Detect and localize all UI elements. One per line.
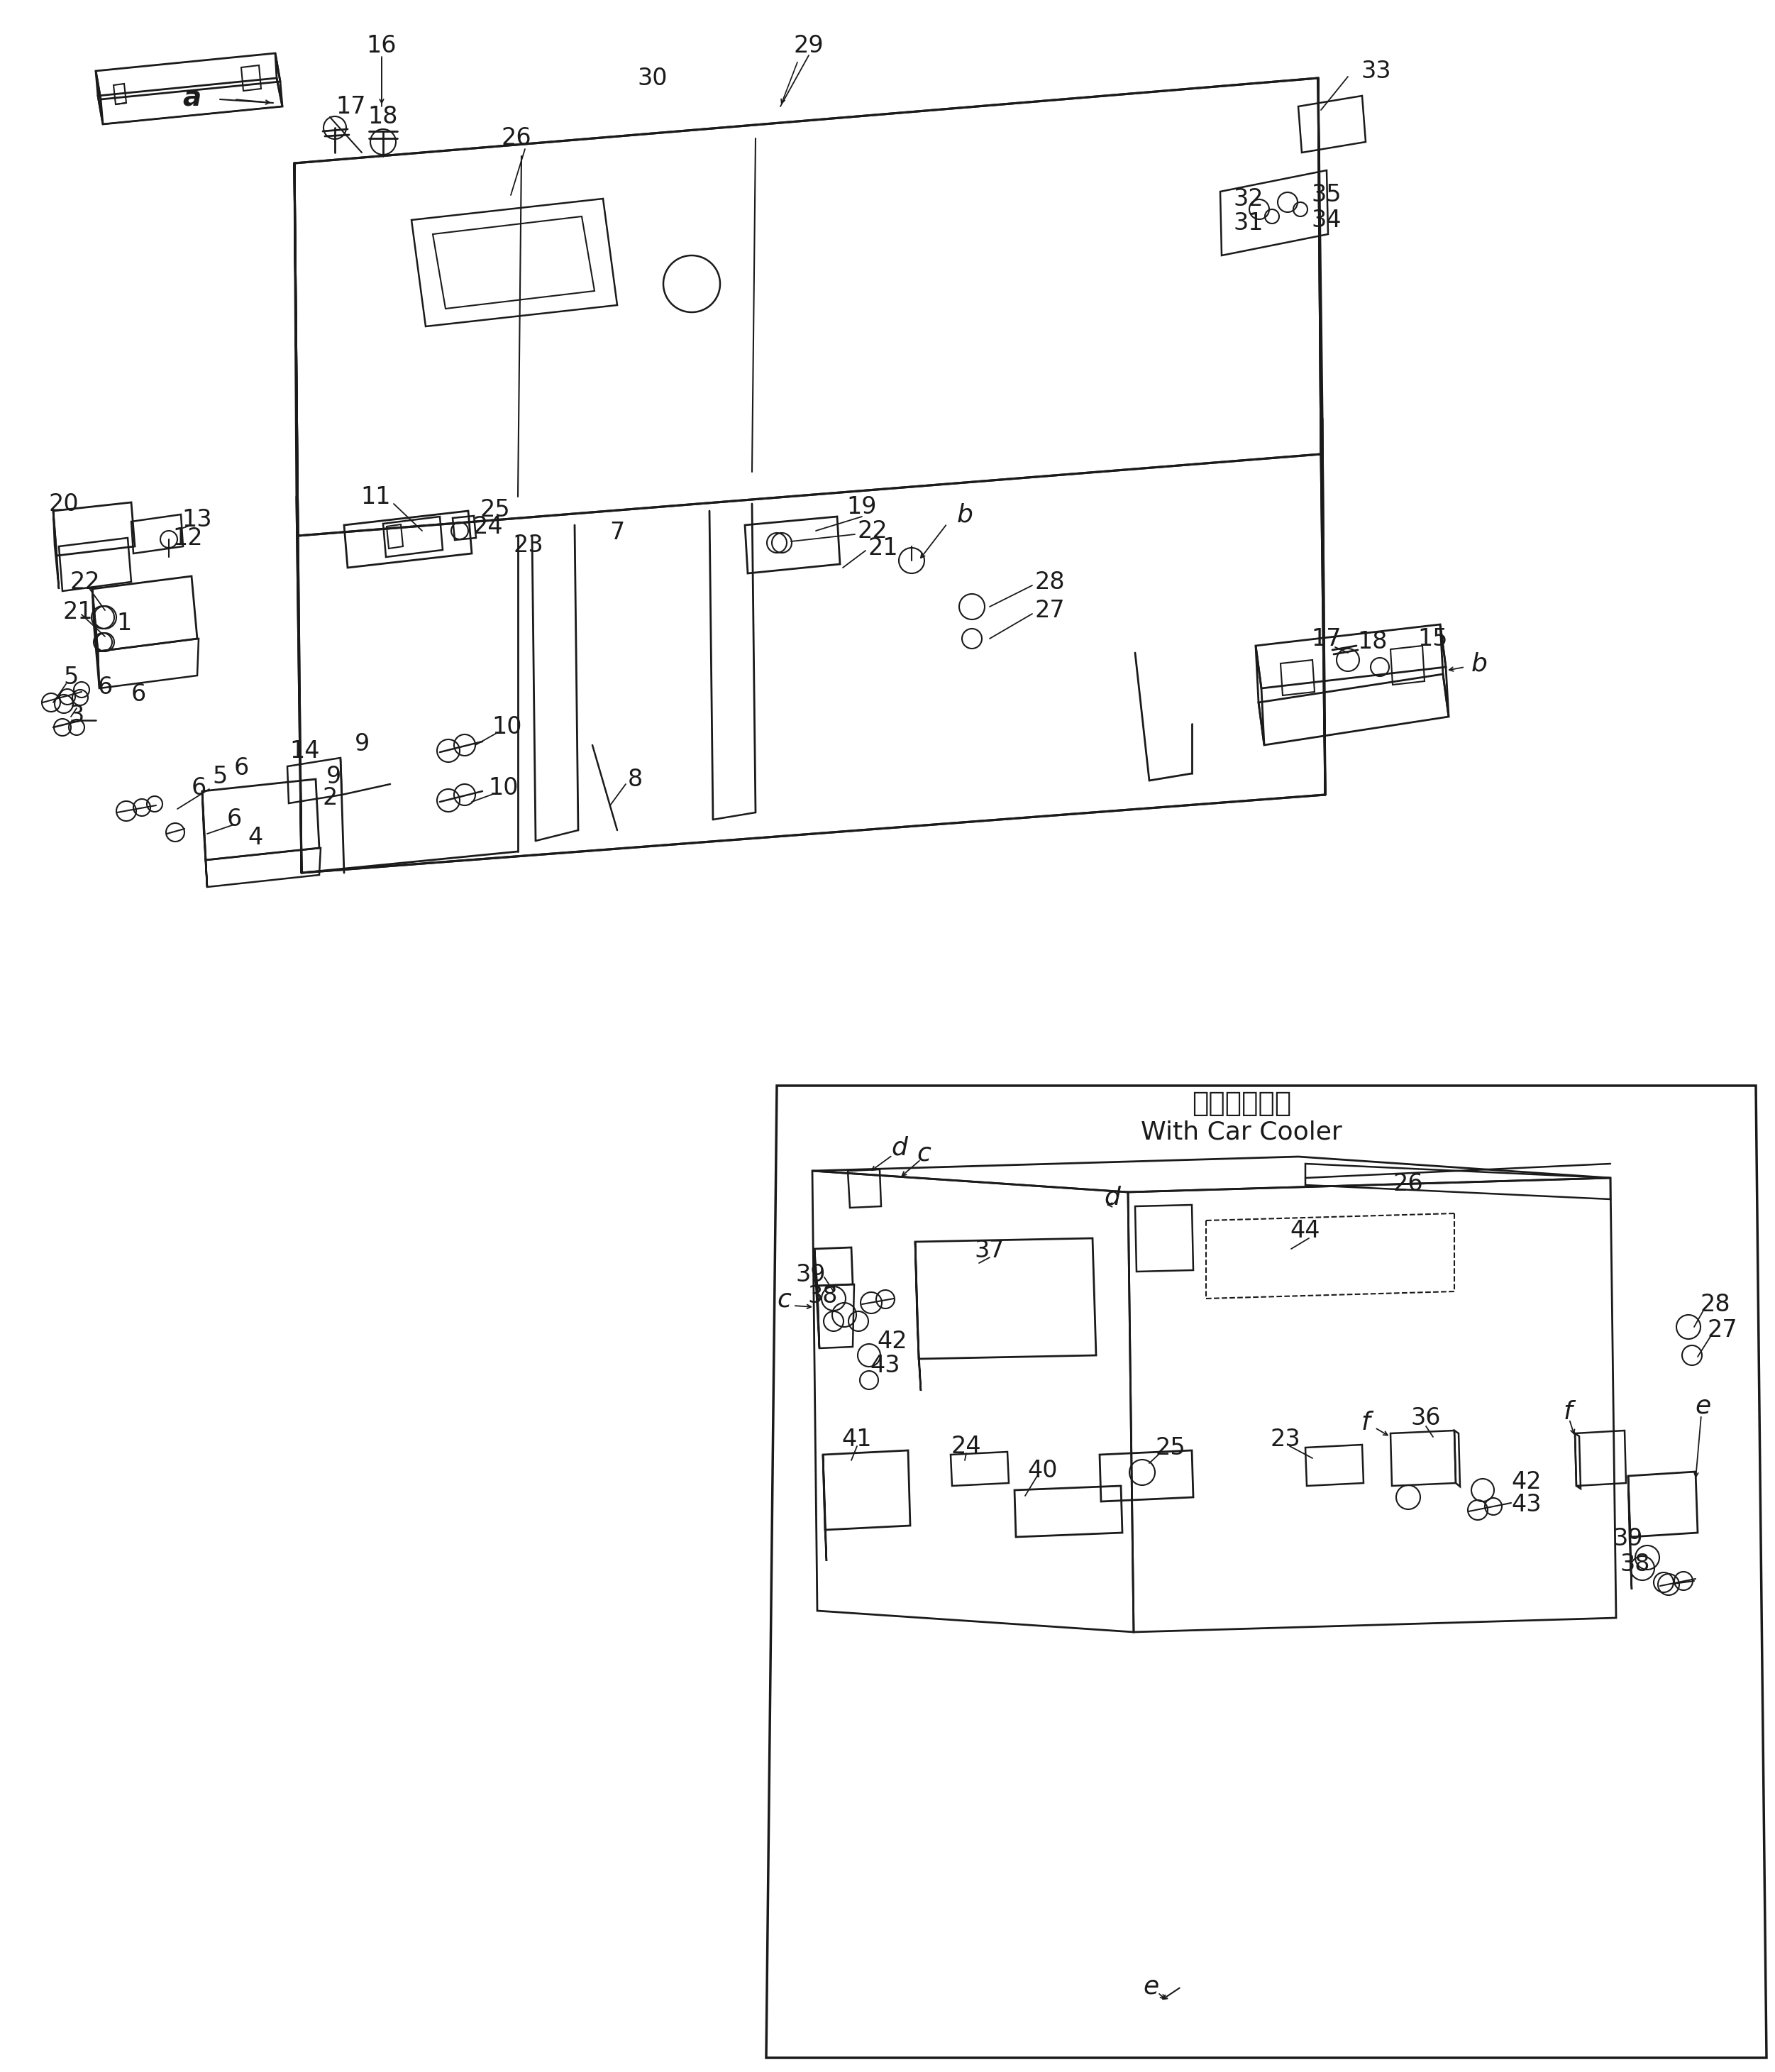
- Text: 43: 43: [870, 1355, 900, 1378]
- Text: b: b: [1471, 651, 1487, 675]
- Text: With Car Cooler: With Car Cooler: [1141, 1119, 1342, 1144]
- Text: b: b: [957, 501, 973, 526]
- Text: c: c: [777, 1289, 792, 1312]
- Text: 3: 3: [69, 704, 83, 727]
- Text: 23: 23: [1271, 1428, 1301, 1450]
- Text: 9: 9: [355, 731, 369, 756]
- Text: 10: 10: [492, 715, 522, 740]
- Text: 38: 38: [808, 1285, 838, 1307]
- Text: 16: 16: [367, 35, 398, 58]
- Text: 5: 5: [213, 765, 227, 789]
- Text: 33: 33: [1361, 60, 1392, 83]
- Text: 13: 13: [183, 508, 213, 530]
- Text: 14: 14: [289, 740, 320, 762]
- Text: d: d: [891, 1135, 907, 1160]
- Text: 22: 22: [857, 520, 888, 543]
- Text: 10: 10: [488, 775, 518, 800]
- Text: 25: 25: [1156, 1436, 1186, 1459]
- Text: 32: 32: [1234, 186, 1264, 211]
- Text: 2: 2: [323, 787, 337, 810]
- Text: 25: 25: [479, 497, 509, 522]
- Text: 38: 38: [1621, 1552, 1651, 1577]
- Text: 6: 6: [98, 675, 112, 698]
- Text: 4: 4: [249, 825, 263, 850]
- Text: 5: 5: [64, 665, 78, 690]
- Text: 42: 42: [877, 1330, 907, 1353]
- Text: 41: 41: [841, 1428, 872, 1450]
- Text: 35: 35: [1312, 184, 1342, 207]
- Text: 6: 6: [131, 682, 146, 707]
- Text: 24: 24: [472, 514, 502, 539]
- Text: 7: 7: [609, 520, 625, 543]
- Text: 43: 43: [1512, 1492, 1542, 1517]
- Text: 42: 42: [1512, 1469, 1542, 1494]
- Text: 40: 40: [1028, 1459, 1058, 1481]
- Text: f: f: [1564, 1401, 1573, 1423]
- Text: 18: 18: [1358, 630, 1388, 655]
- Text: 11: 11: [360, 485, 391, 508]
- Text: 26: 26: [1393, 1173, 1424, 1196]
- Text: 6: 6: [192, 775, 206, 800]
- Text: 44: 44: [1290, 1220, 1321, 1243]
- Text: e: e: [1695, 1394, 1711, 1419]
- Text: 23: 23: [513, 533, 543, 557]
- Text: 39: 39: [795, 1264, 825, 1287]
- Text: 29: 29: [793, 35, 824, 58]
- Text: 21: 21: [868, 537, 898, 559]
- Text: 8: 8: [627, 767, 643, 792]
- Text: 9: 9: [327, 765, 341, 789]
- Text: 17: 17: [335, 95, 366, 118]
- Text: 27: 27: [1708, 1318, 1738, 1343]
- Text: 19: 19: [847, 495, 877, 520]
- Text: 21: 21: [62, 601, 92, 624]
- Text: 12: 12: [172, 526, 202, 549]
- Text: 17: 17: [1312, 628, 1342, 651]
- Text: 6: 6: [227, 808, 241, 831]
- Text: 22: 22: [69, 570, 101, 593]
- Text: 6: 6: [234, 756, 249, 779]
- Text: c: c: [916, 1142, 930, 1164]
- Text: 27: 27: [1035, 599, 1065, 622]
- Text: d: d: [1104, 1185, 1120, 1210]
- Text: a: a: [183, 85, 201, 112]
- Text: 31: 31: [1234, 211, 1264, 236]
- Text: カークーラ付: カークーラ付: [1191, 1090, 1290, 1117]
- Text: e: e: [1143, 1975, 1159, 1999]
- Text: 15: 15: [1418, 628, 1448, 651]
- Text: 28: 28: [1035, 570, 1065, 593]
- Text: 34: 34: [1312, 209, 1342, 232]
- Text: 30: 30: [637, 66, 667, 89]
- Text: 20: 20: [48, 493, 78, 516]
- Text: 37: 37: [974, 1239, 1005, 1262]
- Text: 28: 28: [1700, 1293, 1731, 1316]
- Text: 18: 18: [367, 106, 398, 128]
- Text: 1: 1: [117, 611, 131, 634]
- Text: 24: 24: [951, 1434, 982, 1459]
- Text: 36: 36: [1411, 1407, 1441, 1430]
- Text: 26: 26: [501, 126, 531, 149]
- Text: 39: 39: [1613, 1527, 1644, 1550]
- Text: f: f: [1361, 1411, 1370, 1434]
